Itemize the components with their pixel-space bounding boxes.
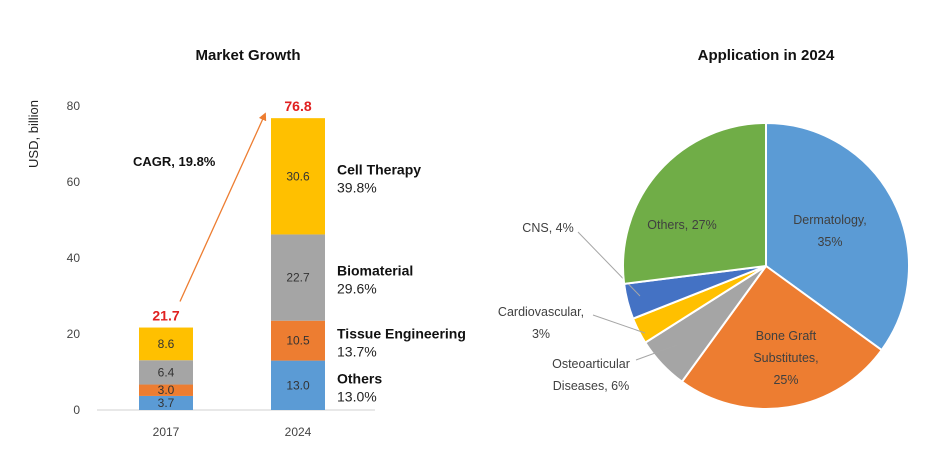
leader-line — [577, 231, 641, 297]
leader-line — [635, 344, 678, 361]
pie-chart-title: Application in 2024 — [698, 47, 835, 64]
segment-name-tissue-engineering: Tissue Engineering — [337, 326, 466, 342]
pie-slice-bone-graft-substitutes-25 — [680, 264, 884, 410]
bar-others-2017 — [139, 395, 193, 410]
pie-label-cardiovascular-3: 3% — [532, 327, 550, 341]
y-tick-label: 80 — [67, 99, 81, 113]
pie-label-osteoarticular-diseases-6: Osteoarticular — [552, 357, 630, 371]
segment-name-others: Others — [337, 370, 382, 386]
segment-share-biomaterial: 29.6% — [337, 281, 377, 297]
bar-cell-therapy-2024 — [271, 118, 325, 235]
pie-label-osteoarticular-diseases-6: Diseases, 6% — [553, 379, 629, 393]
cagr-arrow — [179, 112, 267, 302]
bar-others-2024 — [271, 360, 325, 410]
data-label: 30.6 — [286, 169, 310, 183]
pie-slice-dermatology-35 — [765, 121, 910, 352]
bar-chart-title: Market Growth — [195, 47, 300, 64]
total-label-2017: 21.7 — [152, 308, 179, 324]
segment-share-cell-therapy: 39.8% — [337, 179, 377, 195]
data-label: 3.0 — [158, 383, 175, 397]
pie-label-dermatology-35: 35% — [817, 235, 842, 249]
y-tick-label: 60 — [67, 175, 81, 189]
data-label: 22.7 — [286, 271, 310, 285]
segment-name-cell-therapy: Cell Therapy — [337, 161, 421, 177]
pie-label-bone-graft-substitutes-25: 25% — [773, 373, 798, 387]
x-tick-label: 2024 — [285, 425, 312, 439]
y-tick-label: 20 — [67, 327, 81, 341]
segment-share-tissue-engineering: 13.7% — [337, 344, 377, 360]
y-tick-label: 40 — [67, 251, 81, 265]
data-label: 13.0 — [286, 378, 310, 392]
bar-tissue-engineering-2017 — [139, 384, 193, 396]
pie-label-cns-4: CNS, 4% — [522, 221, 573, 235]
pie-label-cardiovascular-3: Cardiovascular, — [498, 305, 584, 319]
y-tick-label: 0 — [73, 403, 80, 417]
pie-label-dermatology-35: Dermatology, — [793, 213, 866, 227]
leader-line — [592, 314, 646, 334]
pie-label-bone-graft-substitutes-25: Bone Graft — [756, 329, 817, 343]
bar-tissue-engineering-2024 — [271, 320, 325, 361]
data-label: 8.6 — [158, 337, 175, 351]
y-axis-label: USD, billion — [26, 100, 41, 168]
segment-share-others: 13.0% — [337, 388, 377, 404]
data-label: 6.4 — [158, 365, 175, 379]
pie-slice-others-27 — [622, 121, 767, 286]
pie-label-bone-graft-substitutes-25: Substitutes, — [753, 351, 818, 365]
bar-biomaterial-2017 — [139, 360, 193, 385]
cagr-annotation: CAGR, 19.8% — [133, 154, 216, 169]
data-label: 3.7 — [158, 396, 175, 410]
bar-biomaterial-2024 — [271, 234, 325, 321]
data-label: 10.5 — [286, 334, 310, 348]
segment-name-biomaterial: Biomaterial — [337, 263, 413, 279]
bar-cell-therapy-2017 — [139, 327, 193, 361]
pie-label-others-27: Others, 27% — [647, 218, 716, 232]
x-tick-label: 2017 — [153, 425, 180, 439]
total-label-2024: 76.8 — [284, 98, 311, 114]
